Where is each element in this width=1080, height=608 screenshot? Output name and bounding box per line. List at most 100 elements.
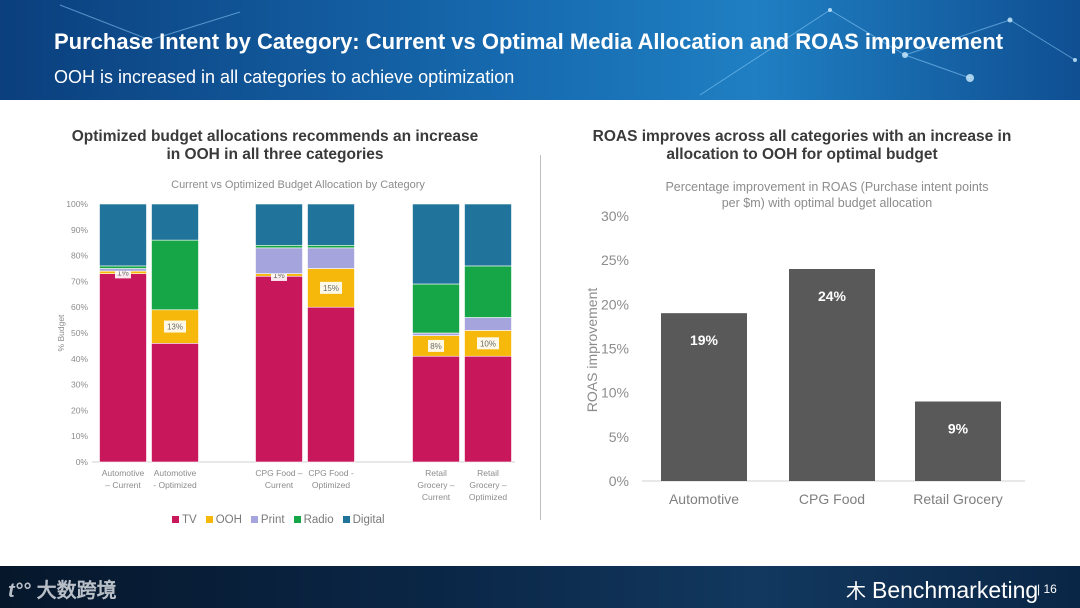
y-tick-label: 80% [71, 251, 88, 261]
footer-bar: t°° 大数跨境 ⽊ Benchmarketing | 16 [0, 566, 1080, 608]
page-title: Purchase Intent by Category: Current vs … [54, 29, 1004, 54]
right-panel-title: ROAS improves across all categories with… [562, 128, 1042, 164]
legend-item-print: Print [250, 514, 285, 526]
page-number: | 16 [1037, 582, 1057, 596]
header-banner: Purchase Intent by Category: Current vs … [0, 0, 1080, 100]
stacked-bar-chart: Current vs Optimized Budget Allocation b… [56, 179, 515, 502]
right-panel-title-line1: ROAS improves across all categories with… [592, 128, 1012, 145]
x-tick-label: Current [422, 492, 451, 502]
ooh-label-bg [164, 320, 186, 333]
stacked-chart-legend: TV OOH Print Radio Digital [172, 514, 394, 526]
stacked-chart-title: Current vs Optimized Budget Allocation b… [171, 179, 425, 191]
ooh-data-label: 8% [430, 342, 442, 351]
page-subtitle: OOH is increased in all categories to ac… [54, 67, 515, 87]
bar-segment-digital [307, 203, 355, 246]
roas-x-tick-label: Automotive [669, 491, 739, 507]
left-panel-title-line1: Optimized budget allocations recommends … [71, 128, 479, 145]
bar-segment-print [99, 268, 147, 272]
legend-label: Digital [352, 514, 385, 526]
legend-swatch [342, 516, 350, 524]
bar-segment-radio [464, 265, 512, 318]
y-tick-label: 90% [71, 225, 88, 235]
roas-x-tick-label: Retail Grocery [913, 491, 1002, 507]
x-tick-label: Optimized [312, 480, 351, 490]
y-tick-label: 50% [71, 328, 88, 338]
bar-segment-tv [412, 355, 460, 463]
watermark-logo: t°° 大数跨境 [8, 580, 117, 602]
y-tick-label: 70% [71, 276, 88, 286]
roas-y-tick-label: 0% [609, 473, 629, 489]
roas-data-label: 9% [948, 421, 969, 437]
roas-chart-title-line: per $m) with optimal budget allocation [722, 196, 933, 210]
bar-segment-digital [99, 203, 147, 267]
x-tick-label: - Optimized [153, 480, 197, 490]
bar-segment-tv [464, 355, 512, 463]
x-tick-label: – Current [105, 480, 141, 490]
network-decoration [59, 4, 1077, 96]
watermark-text: 大数跨境 [36, 580, 117, 602]
ooh-data-label: 10% [480, 339, 496, 348]
bar-segment-digital [412, 203, 460, 285]
ooh-data-label: 1% [117, 268, 129, 277]
bar-segment-tv [99, 273, 147, 463]
bar-segment-tv [151, 343, 199, 463]
bar-segment-radio [99, 265, 147, 269]
bar-segment-print [307, 247, 355, 269]
x-tick-label: Optimized [469, 492, 508, 502]
legend-item-radio: Radio [293, 514, 334, 526]
y-tick-label: 100% [66, 199, 88, 209]
bar-segment-tv [255, 275, 303, 463]
roas-bar [661, 313, 747, 481]
y-tick-label: 0% [76, 457, 89, 467]
ooh-label-bg [428, 339, 444, 352]
roas-data-label: 19% [690, 332, 719, 348]
legend-item-tv: TV [172, 514, 197, 526]
x-tick-label: CPG Food - [308, 468, 354, 478]
legend-label: OOH [215, 514, 242, 526]
ooh-data-label: 13% [167, 323, 183, 332]
roas-y-tick-label: 15% [601, 341, 629, 357]
roas-bar [789, 269, 875, 481]
x-tick-label: Retail [425, 468, 447, 478]
x-tick-label: Automotive [102, 468, 145, 478]
bar-segment-radio [307, 244, 355, 249]
bar-segment-print [412, 332, 460, 336]
left-panel-title-line2: in OOH in all three categories [166, 146, 384, 163]
bar-segment-print [464, 317, 512, 331]
y-tick-label: 10% [71, 431, 88, 441]
legend-label: Radio [303, 514, 334, 526]
roas-bar [915, 401, 1001, 481]
roas-chart-title-line: Percentage improvement in ROAS (Purchase… [665, 180, 988, 194]
bar-segment-radio [255, 244, 303, 249]
roas-y-tick-label: 20% [601, 296, 629, 312]
legend-swatch [172, 516, 179, 524]
legend-label: Print [260, 514, 285, 526]
roas-y-tick-label: 25% [601, 252, 629, 268]
legend-item-ooh: OOH [205, 514, 242, 526]
x-tick-label: Automotive [154, 468, 197, 478]
brand-name: Benchmarketing [872, 577, 1039, 603]
x-tick-label: Current [265, 480, 294, 490]
bar-segment-digital [464, 203, 512, 267]
legend-item-digital: Digital [342, 514, 385, 526]
bar-segment-radio [412, 283, 460, 334]
roas-x-tick-label: CPG Food [799, 491, 865, 507]
y-tick-label: 30% [71, 380, 88, 390]
x-tick-label: CPG Food – [255, 468, 303, 478]
ooh-data-label: 1% [273, 271, 285, 280]
brand-logo: ⽊ Benchmarketing [846, 577, 1039, 603]
bar-segment-tv [307, 306, 355, 463]
roas-y-tick-label: 10% [601, 385, 629, 401]
bar-segment-print [255, 247, 303, 274]
roas-bar-chart: Percentage improvement in ROAS (Purchase… [584, 180, 1025, 507]
legend-label: TV [182, 514, 197, 526]
bar-segment-digital [151, 203, 199, 241]
page-number-value: 16 [1043, 582, 1057, 596]
x-tick-label: Grocery – [469, 480, 507, 490]
y-axis-label: % Budget [56, 314, 66, 351]
ooh-label-bg [320, 281, 342, 294]
x-tick-label: Grocery – [417, 480, 455, 490]
legend-swatch [205, 516, 213, 524]
panel-divider [540, 155, 541, 520]
legend-swatch [293, 516, 301, 524]
